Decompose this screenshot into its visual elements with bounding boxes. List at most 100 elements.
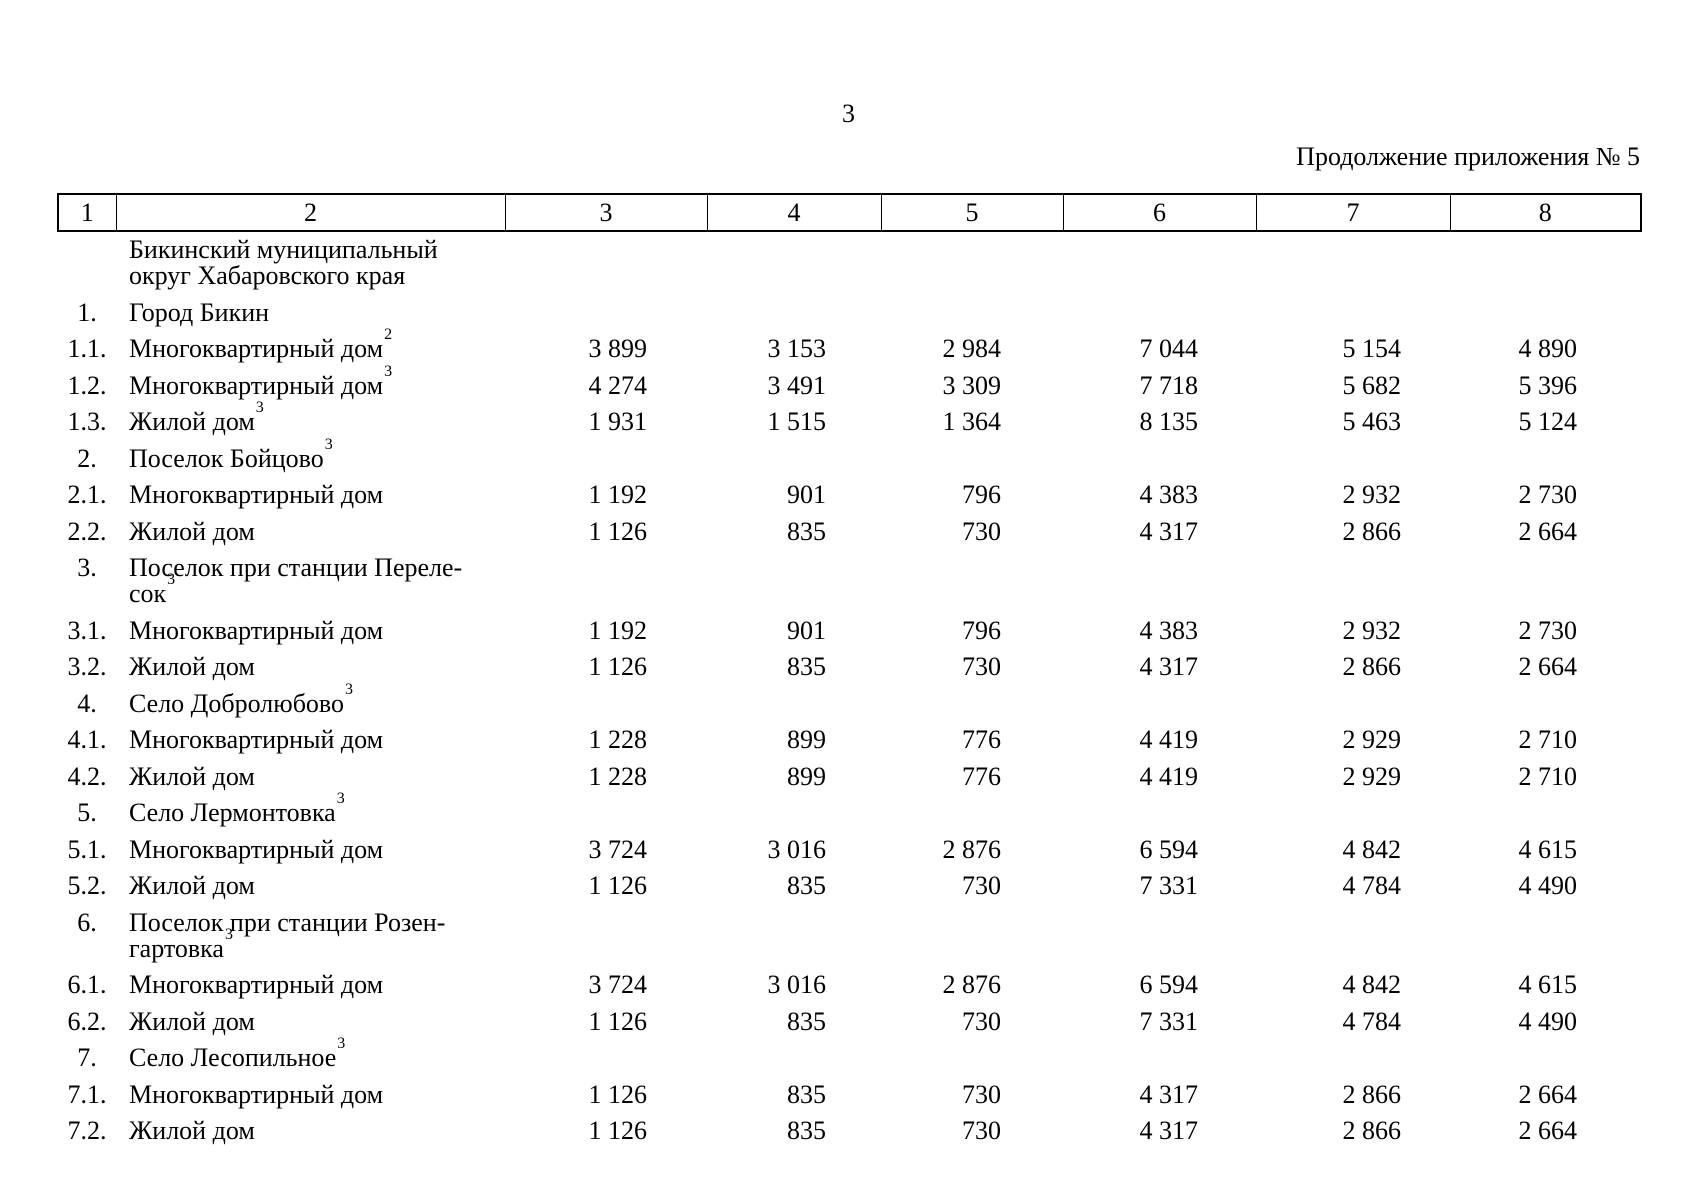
value-cell: 730 (962, 871, 1001, 900)
value-cell (1450, 295, 1641, 332)
value-cell: 2 932 (1342, 480, 1402, 509)
value-cell (707, 441, 881, 478)
row-number-cell: 2. (77, 443, 97, 473)
value-cell: 899 (787, 761, 826, 791)
value-cell (1063, 295, 1256, 332)
value-cell: 5 154 (1342, 334, 1402, 363)
value-cell: 3 309 (942, 370, 1002, 400)
value-cell: 4 890 (1518, 334, 1578, 363)
value-cell: 4 842 (1342, 834, 1402, 864)
table-row: 3. Поселок при станции Переле-сок3 (58, 550, 1641, 613)
value-cell: 2 984 (942, 334, 1002, 363)
value-cell: 4 274 (588, 370, 648, 400)
value-cell: 730 (962, 1116, 1001, 1145)
value-cell: 5 463 (1342, 407, 1402, 436)
table-body: Бикинский муниципальный округ Хабаровског… (58, 231, 1641, 1150)
value-cell: 1 126 (588, 1079, 648, 1109)
row-name-line: Город Бикин (129, 297, 270, 327)
value-cell (1256, 295, 1450, 332)
value-cell: 4 383 (1139, 615, 1199, 645)
column-header-4: 4 (706, 193, 882, 232)
value-cell: 3 724 (588, 834, 648, 864)
value-cell (707, 905, 881, 968)
value-cell (505, 905, 707, 968)
page-number: 3 (842, 99, 855, 128)
value-cell: 4 317 (1139, 652, 1199, 681)
value-cell: 3 491 (767, 370, 827, 400)
row-name-cell: Жилой дом (116, 514, 505, 551)
value-cell: 796 (962, 615, 1001, 645)
row-name-cell: Многоквартирный дом (116, 967, 505, 1004)
value-cell: 1 192 (588, 615, 648, 645)
value-cell: 4 842 (1342, 970, 1402, 999)
value-cell (1256, 441, 1450, 478)
table-row: 6. Поселок при станции Розен-гартовка3 (58, 905, 1641, 968)
row-name-cell: Жилой дом (116, 759, 505, 796)
table-row: 7.1. Многоквартирный дом 1 126 835 730 4 317 2… (58, 1077, 1641, 1114)
value-cell: 2 876 (942, 970, 1002, 999)
value-cell (707, 231, 881, 295)
row-name-line: Жилой дом (129, 516, 255, 546)
value-cell (707, 1040, 881, 1077)
value-cell: 5 396 (1518, 370, 1578, 400)
value-cell (881, 550, 1063, 613)
value-cell (1450, 1040, 1641, 1077)
column-header-1: 1 (57, 193, 117, 232)
row-number-cell: 5. (77, 798, 97, 827)
value-cell: 2 929 (1342, 761, 1402, 791)
value-cell: 796 (962, 480, 1001, 509)
value-cell: 4 615 (1518, 970, 1578, 999)
value-cell: 730 (962, 516, 1001, 546)
value-cell (1063, 686, 1256, 723)
value-cell (505, 795, 707, 832)
row-name-cell: Многоквартирный дом (116, 613, 505, 650)
row-name-line: Многоквартирный дом (129, 615, 384, 645)
table-row: 1.2. Многоквартирный дом3 4 274 3 491 3 309 7… (58, 363, 1641, 405)
value-cell (707, 795, 881, 832)
value-cell: 835 (787, 1006, 826, 1036)
footnote-marker: 3 (255, 399, 264, 417)
value-cell: 2 866 (1342, 1116, 1402, 1145)
value-cell: 1 364 (942, 407, 1002, 436)
value-cell (1063, 1040, 1256, 1077)
value-cell: 7 044 (1139, 334, 1199, 363)
value-cell: 1 931 (588, 407, 648, 436)
value-cell (707, 686, 881, 723)
column-number-row: 1 2 3 4 5 6 7 8 (57, 193, 1642, 232)
footnote-marker: 3 (345, 680, 354, 698)
row-name-cell: Многоквартирный дом (116, 722, 505, 759)
value-cell: 835 (787, 516, 826, 546)
value-cell: 1 515 (767, 407, 827, 436)
continuation-note: Продолжение приложения № 5 (1296, 142, 1640, 171)
row-name-line: Многоквартирный дом (129, 970, 384, 999)
row-name-cell: Село Лермонтовка3 (116, 791, 505, 832)
row-name-line: Жилой дом (129, 871, 255, 900)
value-cell: 2 876 (942, 834, 1002, 864)
value-cell (1063, 905, 1256, 968)
value-cell (505, 231, 707, 295)
row-name-line: сок3 (129, 571, 176, 608)
row-name-line: Многоквартирный дом (129, 480, 384, 509)
value-cell: 4 784 (1342, 871, 1402, 900)
value-cell (1063, 231, 1256, 295)
value-cell: 4 419 (1139, 725, 1199, 754)
value-cell: 4 490 (1518, 1006, 1578, 1036)
value-cell: 3 724 (588, 970, 648, 999)
value-cell: 4 317 (1139, 1079, 1199, 1109)
column-header-5: 5 (880, 193, 1064, 232)
value-cell: 2 664 (1518, 652, 1578, 681)
row-number-cell: 3. (77, 553, 97, 582)
value-cell (1256, 905, 1450, 968)
table-row: 1. Город Бикин (58, 295, 1641, 332)
value-cell (707, 550, 881, 613)
value-cell: 1 126 (588, 652, 648, 681)
value-cell: 1 228 (588, 761, 648, 791)
value-cell: 1 126 (588, 1116, 648, 1145)
value-cell (1256, 231, 1450, 295)
row-number-cell: 1.2. (67, 370, 107, 400)
value-cell: 4 383 (1139, 480, 1199, 509)
value-cell (505, 686, 707, 723)
row-number-cell: 7. (77, 1043, 97, 1072)
row-number-cell: 7.1. (67, 1079, 107, 1109)
